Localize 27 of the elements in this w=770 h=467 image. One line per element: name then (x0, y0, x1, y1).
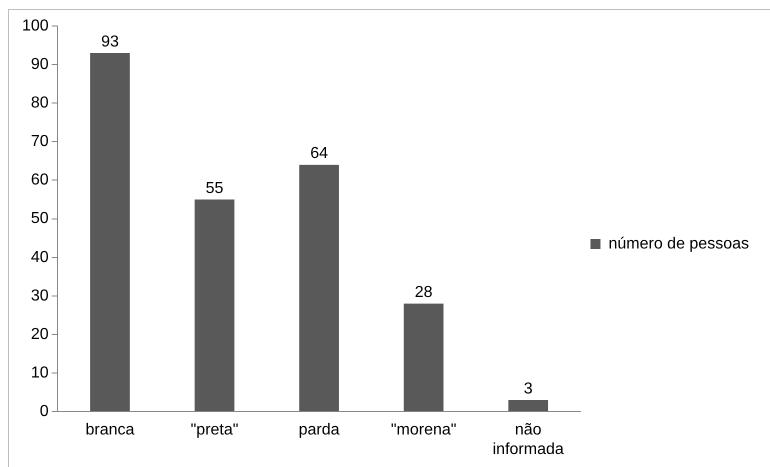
bar (508, 400, 548, 412)
x-tick-label: não informada (492, 422, 564, 458)
x-tick-label: "preta" (190, 422, 238, 439)
bar (299, 164, 339, 412)
x-tick-label: parda (298, 422, 340, 439)
y-tick-label: 30 (30, 287, 49, 304)
y-tick-label: 80 (30, 94, 49, 112)
data-label: 3 (524, 380, 533, 398)
x-tick-label: "morena" (390, 422, 456, 439)
data-label: 55 (206, 180, 224, 197)
y-tick-label: 100 (22, 17, 49, 34)
bar (90, 52, 130, 412)
data-label: 93 (101, 33, 119, 50)
bar (404, 304, 444, 412)
y-tick-label: 10 (30, 364, 49, 382)
y-tick-label: 40 (30, 248, 49, 266)
y-tick-label: 90 (30, 56, 49, 73)
data-label: 28 (414, 284, 433, 302)
y-tick-label: 0 (40, 403, 49, 420)
bar (194, 200, 234, 412)
x-tick-label: branca (86, 422, 135, 439)
legend-label: número de pessoas (608, 235, 749, 252)
y-tick-label: 50 (30, 210, 49, 228)
data-label: 64 (310, 145, 328, 162)
y-tick-label: 20 (30, 326, 49, 343)
y-tick-label: 60 (30, 172, 49, 189)
y-tick-label: 70 (30, 133, 49, 150)
